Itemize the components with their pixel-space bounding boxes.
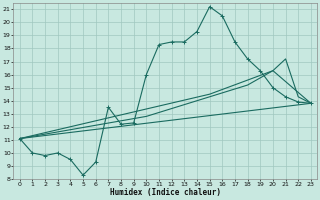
X-axis label: Humidex (Indice chaleur): Humidex (Indice chaleur) — [110, 188, 221, 197]
